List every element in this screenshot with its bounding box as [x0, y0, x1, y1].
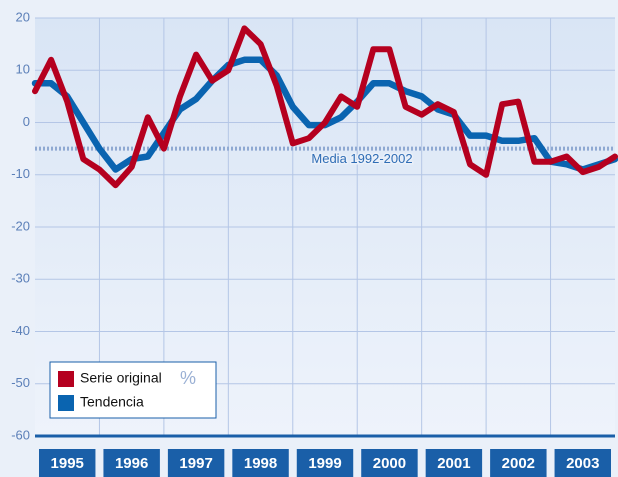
x-tick-label: 2001: [437, 455, 470, 472]
y-tick-label: 0: [23, 114, 30, 129]
x-label-box: [296, 449, 354, 477]
legend-box: [49, 361, 217, 419]
unit-label: %: [180, 368, 196, 388]
y-tick-label: -20: [11, 218, 30, 233]
x-tick-label: 2003: [566, 455, 599, 472]
x-label-box: [425, 449, 483, 477]
legend: %: [49, 361, 217, 419]
y-tick-label: -40: [11, 323, 30, 338]
x-label-box: [361, 449, 418, 477]
mean-label: Media 1992-2002: [311, 151, 412, 166]
y-tick-label: 20: [16, 9, 30, 24]
x-tick-label: 1998: [244, 455, 277, 472]
x-label-box: [490, 449, 547, 477]
x-label-box: [39, 449, 96, 477]
y-tick-label: -10: [11, 166, 30, 181]
series-line: [32, 25, 618, 189]
x-tick-label: 1999: [308, 455, 341, 472]
x-label-box: [103, 449, 160, 477]
y-tick-label: -30: [11, 271, 30, 286]
legend-swatch: [58, 395, 74, 411]
x-tick-label: 1995: [51, 455, 84, 472]
legend-label: Tendencia: [80, 394, 144, 410]
y-tick-label: -60: [11, 427, 30, 442]
x-tick-label: 2000: [373, 455, 406, 472]
legend-swatch: [58, 371, 74, 387]
x-label-box: [167, 449, 225, 477]
x-tick-label: 1996: [115, 455, 148, 472]
y-tick-label: 10: [16, 62, 30, 77]
y-tick-label: -50: [11, 375, 30, 390]
x-tick-label: 2002: [502, 455, 535, 472]
x-tick-label: 1997: [179, 455, 212, 472]
x-label-box: [554, 449, 611, 477]
x-label-box: [232, 449, 289, 477]
legend-label: Serie original: [80, 370, 162, 386]
